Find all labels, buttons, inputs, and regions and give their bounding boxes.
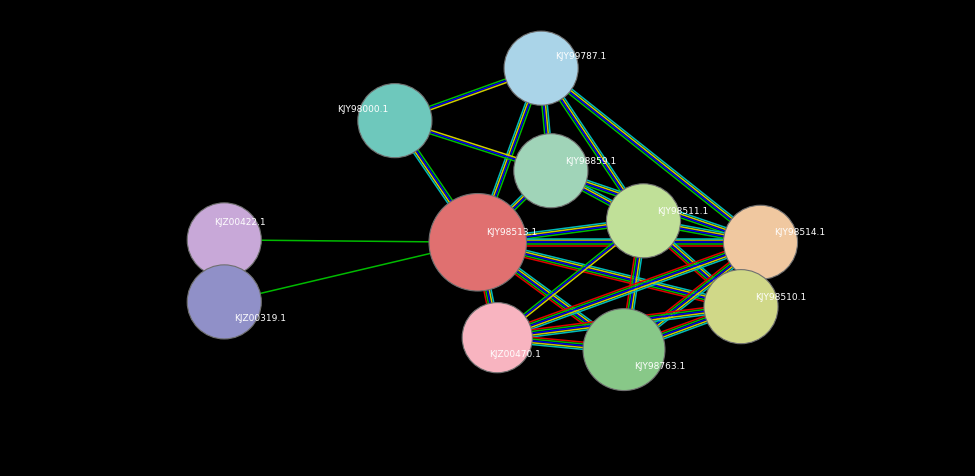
Text: KJZ00319.1: KJZ00319.1 (234, 313, 287, 322)
Ellipse shape (583, 309, 665, 391)
Ellipse shape (187, 265, 261, 339)
Ellipse shape (514, 134, 588, 208)
Text: KJY99787.1: KJY99787.1 (555, 52, 606, 61)
Text: KJY98513.1: KJY98513.1 (486, 228, 537, 237)
Text: KJZ00470.1: KJZ00470.1 (489, 349, 541, 358)
Ellipse shape (723, 206, 798, 280)
Text: KJZ00422.1: KJZ00422.1 (214, 218, 266, 227)
Text: KJY98763.1: KJY98763.1 (634, 361, 685, 370)
Ellipse shape (462, 303, 532, 373)
Ellipse shape (358, 84, 432, 159)
Text: KJY98000.1: KJY98000.1 (337, 104, 388, 113)
Text: KJY98510.1: KJY98510.1 (755, 292, 806, 301)
Ellipse shape (704, 270, 778, 344)
Ellipse shape (504, 32, 578, 106)
Text: KJY98859.1: KJY98859.1 (565, 157, 616, 165)
Text: KJY98514.1: KJY98514.1 (774, 228, 826, 237)
Ellipse shape (429, 194, 526, 291)
Ellipse shape (187, 203, 261, 278)
Ellipse shape (606, 184, 681, 258)
Text: KJY98511.1: KJY98511.1 (657, 207, 709, 215)
